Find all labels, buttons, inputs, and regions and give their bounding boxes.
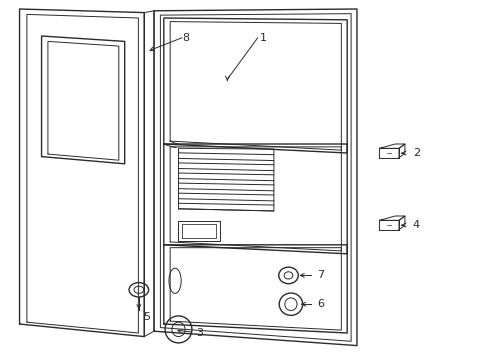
Text: 6: 6 xyxy=(316,299,323,309)
Text: 5: 5 xyxy=(142,312,149,322)
Text: 4: 4 xyxy=(412,220,419,230)
Text: 2: 2 xyxy=(412,148,419,158)
Text: 3: 3 xyxy=(196,328,203,338)
Text: 7: 7 xyxy=(316,270,324,280)
Text: 1: 1 xyxy=(260,33,266,43)
Text: 8: 8 xyxy=(182,33,189,43)
